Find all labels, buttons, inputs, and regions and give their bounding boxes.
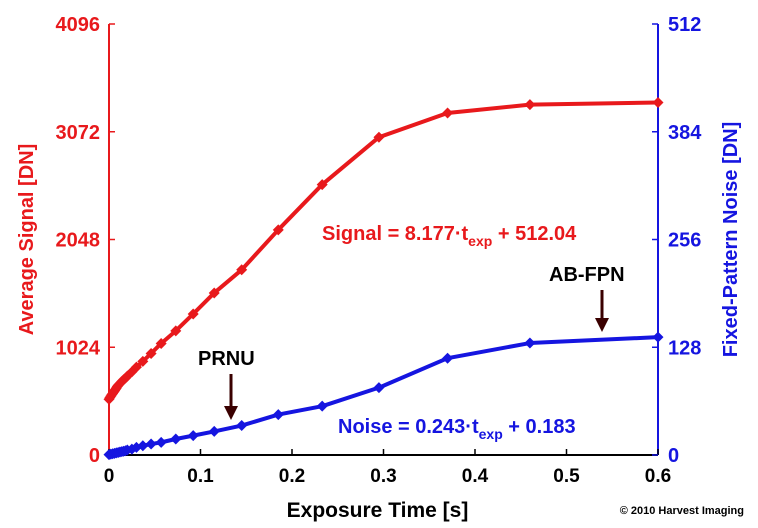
y-right-tick-label: 256 [668,230,701,252]
noise-point [137,440,149,452]
prnu-arrow [224,374,238,420]
noise-point [442,352,454,364]
noise-point [316,400,328,412]
y-right-tick-label: 512 [668,14,701,36]
noise-point [272,409,284,421]
y-left-tick-label: 2048 [56,230,101,252]
prnu-label: PRNU [198,348,255,370]
noise-point [155,436,167,448]
signal-point [316,179,328,191]
x-tick-label: 0.5 [553,466,580,487]
noise-point [170,433,182,445]
noise-point [652,331,664,343]
noise-point [145,438,157,450]
y-axis-left-title: Average Signal [DN] [16,144,38,336]
signal-point [137,355,149,367]
signal-point [652,96,664,108]
ab-fpn-label: AB-FPN [549,264,625,286]
signal-point [373,131,385,143]
x-tick-label: 0.4 [462,466,489,487]
ab-fpn-arrow [595,290,609,332]
y-right-tick-label: 0 [668,445,679,467]
y-left-tick-label: 1024 [56,337,101,359]
copyright-text: © 2010 Harvest Imaging [620,505,744,517]
signal-point [442,107,454,119]
y-left-tick-label: 0 [89,445,100,467]
noise-point [373,382,385,394]
signal-point [524,99,536,111]
y-right-tick-label: 384 [668,122,702,144]
signal-point [170,325,182,337]
x-tick-label: 0.3 [370,466,396,487]
noise-point [524,337,536,349]
noise-point [236,420,248,432]
signal-point [130,361,142,373]
y-left-tick-label: 4096 [56,14,101,36]
x-tick-label: 0.2 [279,466,305,487]
signal-point [208,287,220,299]
y-right-tick-label: 128 [668,337,701,359]
signal-point [187,308,199,320]
signal-point [155,337,167,349]
signal-point [145,347,157,359]
noise-equation: Noise = 0.243·texp + 0.183 [338,416,576,442]
x-tick-label: 0.6 [645,466,671,487]
noise-point [208,425,220,437]
x-tick-label: 0 [104,466,115,487]
signal-series-line [107,100,659,401]
signal-equation: Signal = 8.177·texp + 512.04 [322,223,577,249]
axes: 0 0.1 0.2 0.3 0.4 0.5 0.6010242048307240960128… [16,14,742,522]
x-axis-title: Exposure Time [s] [287,499,469,522]
x-tick-label: 0.1 [187,466,214,487]
signal-point [272,224,284,236]
signal-point [236,264,248,276]
noise-point [187,430,199,442]
y-axis-right-title: Fixed-Pattern Noise [DN] [720,122,742,358]
series-layer [103,96,664,461]
y-left-tick-label: 3072 [56,122,101,144]
